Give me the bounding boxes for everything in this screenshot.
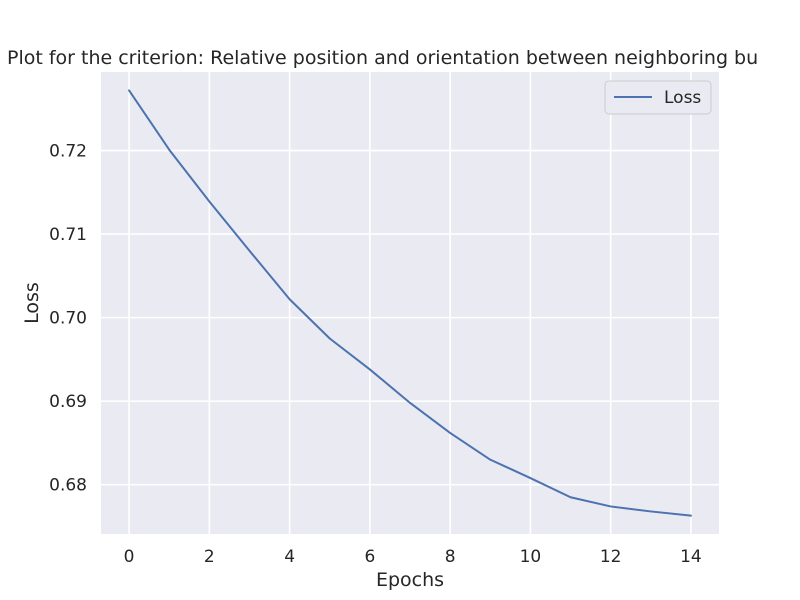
series-line-0 xyxy=(128,89,692,517)
x-tick-label-1: 2 xyxy=(204,547,215,567)
y-tick-label-3: 0.71 xyxy=(49,225,87,245)
grid xyxy=(101,72,719,534)
legend: Loss xyxy=(604,80,712,115)
y-axis-label: Loss xyxy=(21,282,43,324)
y-tick-label-4: 0.72 xyxy=(49,142,87,162)
tick-labels: 0 2 4 6 8 10 12 14 0.68 0.69 0.70 0.71 0.72 xyxy=(49,142,702,567)
x-tick-label-4: 8 xyxy=(445,547,456,567)
y-tick-label-0: 0.68 xyxy=(49,476,87,496)
legend-box xyxy=(604,80,712,115)
x-tick-label-0: 0 xyxy=(124,547,135,567)
y-tick-label-2: 0.70 xyxy=(49,309,87,329)
chart-title: Plot for the criterion: Relative positio… xyxy=(7,47,758,69)
series-layer xyxy=(128,89,692,517)
x-tick-label-2: 4 xyxy=(284,547,295,567)
plot-area xyxy=(101,72,719,534)
x-tick-label-6: 12 xyxy=(600,547,622,567)
x-tick-label-7: 14 xyxy=(680,547,702,567)
x-axis-label: Epochs xyxy=(376,569,444,591)
x-tick-label-3: 6 xyxy=(364,547,375,567)
y-tick-label-1: 0.69 xyxy=(49,392,87,412)
legend-label-loss: Loss xyxy=(664,88,701,108)
x-tick-label-5: 10 xyxy=(520,547,542,567)
